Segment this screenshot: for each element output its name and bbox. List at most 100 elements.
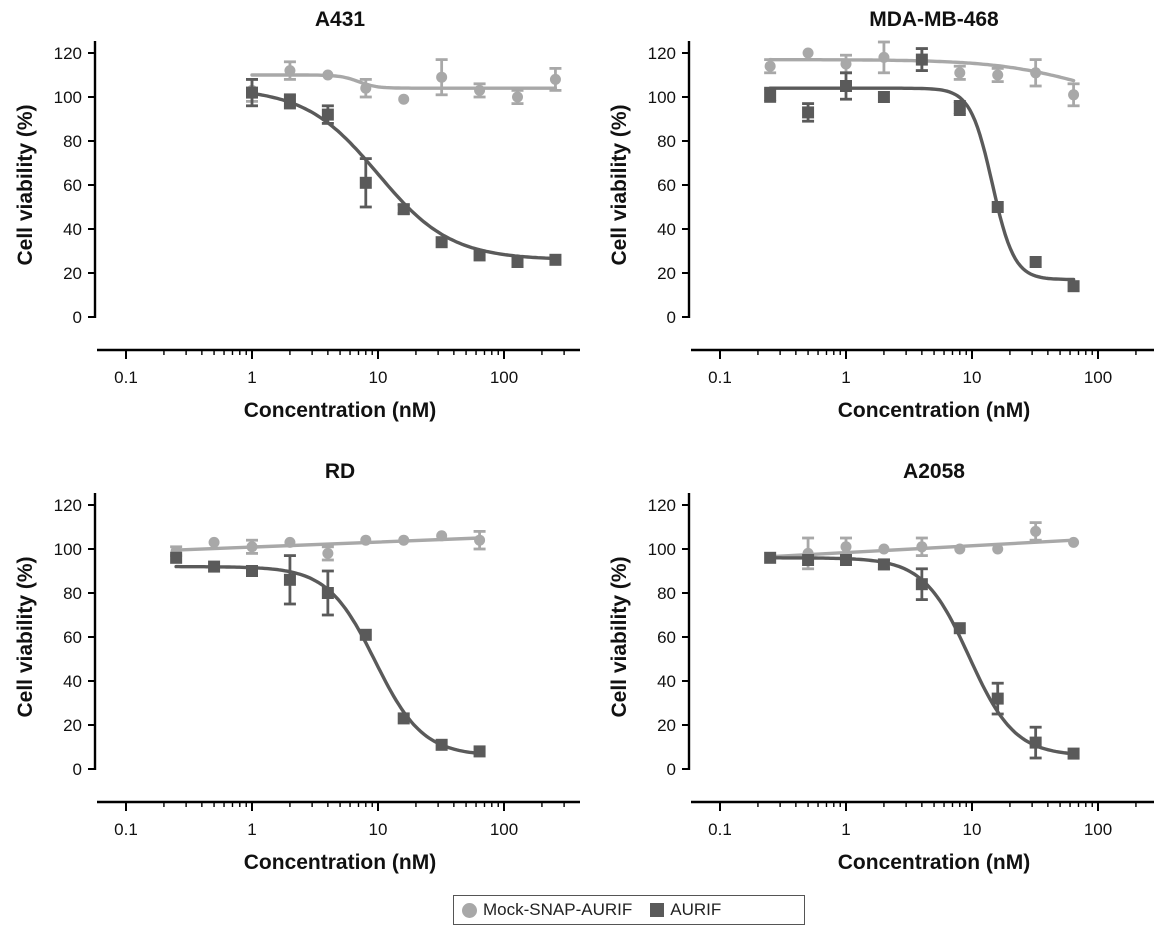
x-tick-label: 100 [1084,820,1112,839]
series-aurif [764,47,1080,293]
data-point [802,554,815,566]
data-point [398,93,410,105]
y-tick-label: 100 [54,540,82,559]
data-point [246,541,258,553]
y-tick-label: 20 [63,264,82,283]
data-point [474,84,486,96]
data-point [549,73,561,85]
data-point [512,91,524,103]
fit-curve [250,73,558,90]
data-point [840,554,852,566]
y-axis-title: Cell viability (%) [14,104,37,265]
x-tick-label: 0.1 [114,820,138,839]
chart-panel-mda-mb-468: MDA-MB-468 0 20 40 60 80 100 120 Cell viability … [608,8,1154,422]
y-tick-label: 60 [63,176,82,195]
y-tick-label: 60 [657,176,676,195]
y-tick-label: 120 [648,44,676,63]
data-point [283,573,296,586]
data-point [435,236,448,249]
data-point [473,745,486,758]
data-point [549,253,562,266]
x-tick-label: 1 [841,820,850,839]
data-point [246,565,258,577]
data-point [954,543,966,555]
data-point [916,541,928,553]
legend-circle-marker [462,902,477,918]
y-tick-label: 20 [657,264,676,283]
data-point [992,543,1004,555]
data-point [991,692,1004,705]
x-tick-label: 10 [369,820,388,839]
data-point [802,47,814,59]
x-axis-title: Concentration (nM) [244,399,436,422]
data-point [397,203,410,216]
data-point [1068,536,1080,548]
series-aurif [246,78,562,268]
data-point [435,738,448,751]
y-tick-label: 0 [73,308,82,327]
data-point [284,65,296,77]
data-point [359,176,372,189]
data-point [283,95,296,108]
y-tick-label: 60 [63,628,82,647]
data-point [1029,736,1042,749]
data-point [991,201,1004,213]
series-aurif [764,551,1080,760]
series-aurif [170,551,486,758]
x-tick-label: 10 [963,368,982,387]
y-tick-label: 80 [63,584,82,603]
y-axis-title: Cell viability (%) [14,556,37,717]
legend-item-aurif: AURIF [650,900,721,920]
y-tick-label: 0 [667,760,676,779]
data-point [474,534,486,546]
x-tick-label: 100 [1084,368,1112,387]
x-tick-label: 100 [490,368,518,387]
data-point [359,628,372,641]
y-tick-label: 120 [54,496,82,515]
data-point [436,71,448,83]
legend: Mock-SNAP-AURIF AURIF [453,895,805,925]
y-tick-label: 0 [667,308,676,327]
data-point [954,67,966,79]
panel-title: RD [325,460,355,483]
y-tick-label: 80 [657,584,676,603]
x-tick-label: 1 [247,820,256,839]
chart-panel-a2058: A2058 0 20 40 60 80 100 120 Cell viability (%) 0.… [608,460,1154,874]
y-tick-label: 40 [63,220,82,239]
data-point [246,86,258,99]
y-tick-label: 80 [63,132,82,151]
data-point [170,551,183,564]
x-tick-label: 100 [490,820,518,839]
y-tick-label: 40 [657,672,676,691]
data-point [436,530,448,542]
legend-label-mock: Mock-SNAP-AURIF [483,900,633,919]
data-point [284,536,296,548]
data-point [322,69,334,81]
data-point [802,106,815,119]
data-point [840,541,852,553]
data-point [1030,525,1042,537]
data-point [208,536,220,548]
data-point [1029,256,1042,268]
data-point [1067,280,1080,293]
legend-item-mock: Mock-SNAP-AURIF [462,900,632,920]
data-point [764,60,776,72]
data-point [1030,67,1042,79]
series-mock [170,530,486,562]
panel-title: A2058 [903,460,965,483]
y-tick-label: 40 [657,220,676,239]
y-tick-label: 60 [657,628,676,647]
data-point [877,91,890,103]
x-tick-label: 0.1 [708,368,732,387]
series-mock [246,58,562,105]
data-point [321,108,334,121]
x-axis-title: Concentration (nM) [838,851,1030,874]
data-point [360,534,372,546]
data-point [321,587,334,599]
x-tick-label: 1 [247,368,256,387]
legend-label-aurif: AURIF [670,900,722,919]
data-point [915,578,928,591]
data-point [840,58,852,70]
y-tick-label: 0 [73,760,82,779]
